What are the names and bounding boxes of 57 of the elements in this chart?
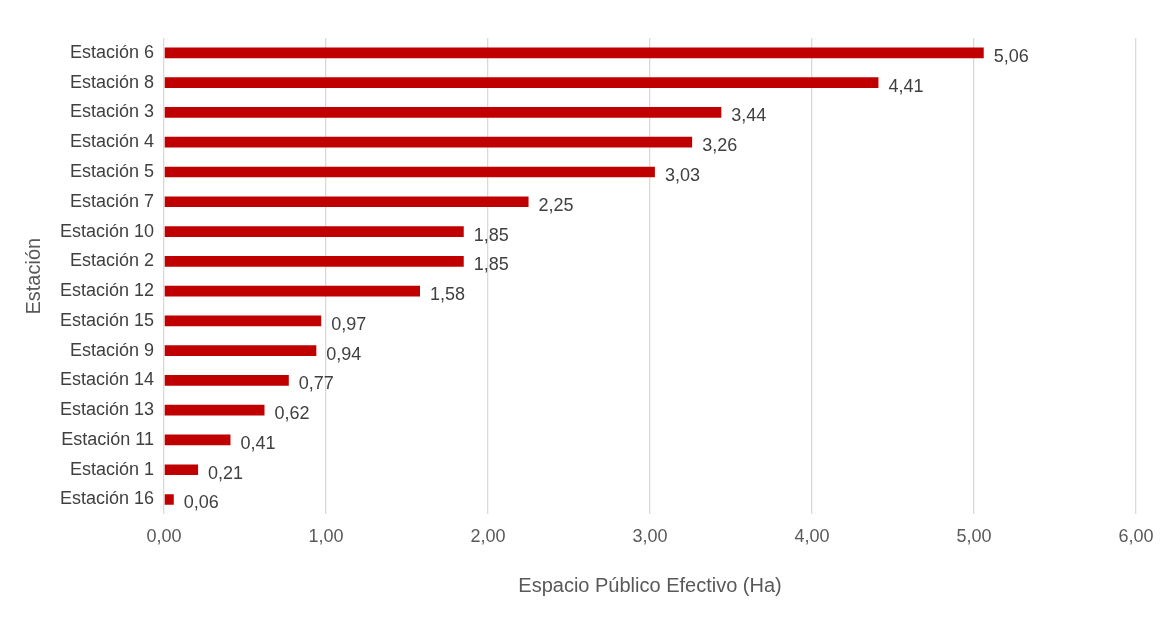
y-tick-label: Estación 8 [70,71,155,92]
bar [164,166,655,178]
data-label: 2,25 [538,194,574,215]
y-tick-label: Estación 1 [70,458,155,479]
x-tick-label: 1,00 [308,526,344,547]
y-tick-label: Estación 9 [70,339,155,360]
y-tick-label: Estación 11 [61,428,155,449]
data-label: 0,06 [183,492,219,513]
bar [164,404,265,416]
y-tick-label: Estación 4 [70,131,155,152]
y-tick-label: Estación 5 [70,160,155,181]
bar [164,494,174,505]
bar [164,226,464,237]
y-tick-label: Estación 12 [60,280,155,301]
bar [164,255,464,267]
data-label: 0,41 [240,432,276,453]
bar [164,345,317,356]
y-tick-label: Estación 3 [70,101,155,122]
x-axis-title: Espacio Público Efectivo (Ha) [518,573,782,596]
data-label: 0,62 [274,403,310,424]
bar [164,77,879,89]
data-label: 1,85 [473,254,509,275]
bar [164,315,322,327]
x-tick-label: 0,00 [146,526,182,547]
x-tick-label: 6,00 [1118,526,1154,547]
y-tick-label: Estación 16 [60,488,155,509]
y-tick-label: Estación 7 [70,190,155,211]
bar [164,107,722,118]
y-tick-label: Estación 14 [60,369,155,390]
bar [164,434,231,446]
bar [164,196,529,208]
y-tick-label: Estación 6 [70,41,155,62]
bar [164,464,199,476]
bar [164,375,289,386]
data-label: 1,85 [473,224,509,245]
y-tick-label: Estación 2 [70,250,155,271]
data-label: 3,26 [702,135,738,156]
y-tick-label: Estación 10 [60,220,155,241]
data-label: 0,77 [298,373,334,394]
x-tick-label: 5,00 [956,526,992,547]
y-axis-title: Estación [21,237,44,315]
bar [164,136,693,148]
data-label: 0,94 [326,343,362,364]
data-label: 4,41 [888,75,924,96]
data-label: 3,03 [664,164,700,185]
y-tick-label: Estación 13 [60,399,155,420]
x-tick-label: 2,00 [470,526,506,547]
x-tick-label: 3,00 [632,526,668,547]
y-tick-label: Estación 15 [60,309,155,330]
bar [164,47,984,59]
data-label: 1,58 [430,284,466,305]
x-tick-label: 4,00 [794,526,830,547]
bar [164,285,421,297]
data-label: 0,21 [208,462,244,483]
data-label: 0,97 [331,313,367,334]
data-label: 3,44 [731,105,767,126]
data-label: 5,06 [993,45,1029,66]
